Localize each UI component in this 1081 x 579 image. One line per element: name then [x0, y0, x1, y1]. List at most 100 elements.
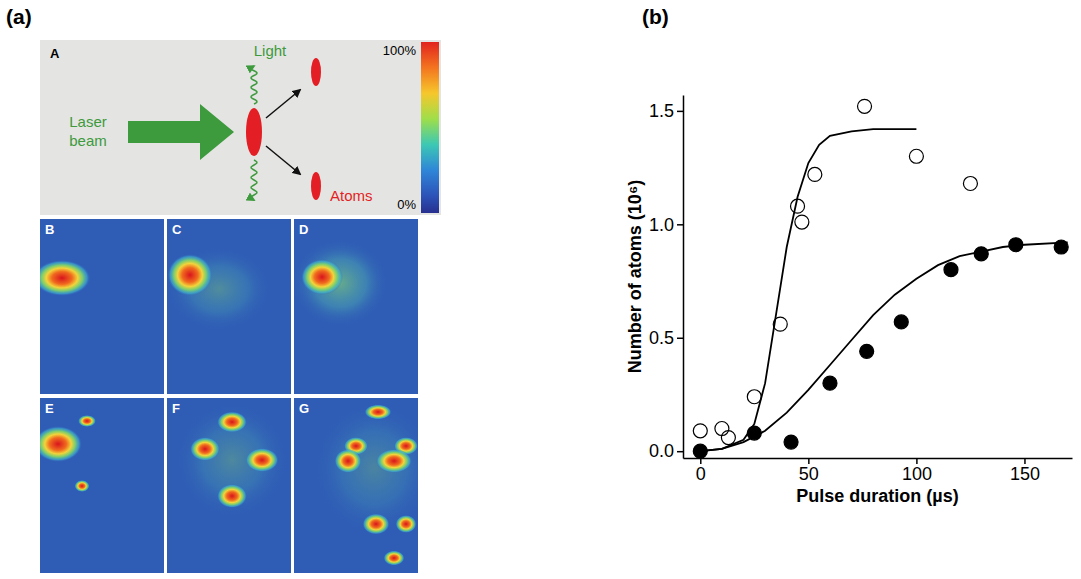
image-background [40, 219, 164, 394]
image-tile [167, 398, 291, 573]
tick-label: 50 [799, 464, 819, 484]
atom-cloud [384, 551, 405, 566]
light-wave [251, 160, 257, 200]
diffuse-cloud [176, 402, 288, 518]
tick-label: 0.5 [649, 328, 674, 348]
filled-point [693, 444, 707, 458]
atom-cloud [40, 426, 82, 462]
open-point [721, 431, 735, 445]
tick: 100 [902, 458, 932, 484]
atom-cloud [246, 108, 262, 156]
tick-label: 150 [1010, 464, 1040, 484]
tick-mark [677, 451, 683, 453]
axis-line [684, 458, 1073, 460]
tick-label: 0.0 [649, 441, 674, 461]
open-point [795, 215, 809, 229]
laser-label: Laserbeam [69, 113, 107, 149]
axis-title: Pulse duration (µs) [796, 486, 958, 506]
tick: 0 [696, 458, 706, 484]
tick-label: 1.5 [649, 101, 674, 121]
atom-cloud [190, 437, 220, 461]
filled-point [1054, 240, 1068, 254]
filled-point [747, 426, 761, 440]
figure: (a) (b) A Laserbeam Light Atoms 100% 0% B C D E F G 0 5… [0, 0, 1081, 579]
atom-cloud [311, 58, 321, 86]
diffuse-cloud [294, 239, 388, 327]
filled-point [1009, 238, 1023, 252]
sub-panel-letter: D [299, 222, 308, 237]
open-point [909, 149, 923, 163]
sub-panel-letter: E [45, 401, 54, 416]
atom-cloud [365, 405, 392, 420]
filled-point [860, 344, 874, 358]
open-point [808, 167, 822, 181]
tick-mark [677, 111, 683, 113]
laser-arrow [128, 104, 234, 160]
image-tile [40, 219, 164, 394]
image-background [167, 219, 291, 394]
y-axis: 0.0 0.5 1.0 1.5 [649, 96, 684, 462]
open-point [858, 99, 872, 113]
atom-cloud [335, 449, 362, 473]
x-axis: 0 50 100 150 [684, 458, 1073, 484]
tick: 50 [799, 458, 819, 484]
atom-cloud [217, 412, 247, 433]
image-tile [294, 219, 418, 394]
sub-panel-letter: F [172, 401, 180, 416]
tick: 1.5 [649, 101, 683, 121]
tick-label: 1.0 [649, 215, 674, 235]
open-point [693, 424, 707, 438]
atom-cloud [396, 515, 417, 533]
color-bar-label: 0% [397, 197, 416, 212]
atom-cloud [376, 449, 412, 473]
tick-mark [677, 338, 683, 340]
open-point [963, 176, 977, 190]
image-tile [40, 398, 164, 573]
image-tile [294, 398, 418, 573]
tick: 150 [1010, 458, 1040, 484]
atom-cloud [78, 415, 96, 427]
diffuse-cloud [314, 402, 418, 534]
sub-panel-letter: C [172, 222, 182, 237]
atom-cloud [217, 484, 247, 508]
diffuse-cloud [167, 247, 271, 331]
open-point [791, 199, 805, 213]
filled-point [944, 263, 958, 277]
filled-point [974, 247, 988, 261]
scatter-arrow [266, 90, 300, 118]
image-background [40, 398, 164, 573]
color-bar-label: 100% [383, 43, 417, 58]
atoms-label: Atoms [330, 187, 373, 204]
image-background [167, 398, 291, 573]
sub-panel-letter: G [299, 401, 309, 416]
atom-cloud [168, 254, 213, 296]
panel-label: (a) [6, 5, 32, 28]
sub-panel-letter: B [45, 222, 54, 237]
light-label: Light [254, 42, 287, 59]
atom-cloud [301, 259, 343, 295]
atom-cloud [246, 448, 279, 472]
tick: 1.0 [649, 215, 683, 235]
filled-point [784, 435, 798, 449]
tick-mark [677, 224, 683, 226]
filled-point [823, 376, 837, 390]
atom-cloud [40, 260, 91, 296]
open-point [773, 317, 787, 331]
axis-line [683, 96, 685, 459]
tick-label: 100 [902, 464, 932, 484]
atom-cloud [363, 514, 390, 535]
color-bar [421, 42, 439, 213]
schematic-background [40, 40, 441, 215]
fit-line [700, 129, 916, 451]
filled-point [894, 315, 908, 329]
tick: 0.5 [649, 328, 683, 348]
atom-cloud [75, 480, 90, 492]
light-wave [251, 66, 257, 104]
plot-area [693, 99, 1068, 458]
scatter-arrow [266, 146, 300, 174]
sub-panel-letter: A [50, 46, 60, 61]
tick: 0.0 [649, 441, 683, 461]
panel-label: (b) [642, 5, 669, 28]
open-point [747, 390, 761, 404]
axis-title: Number of atoms (10⁶) [625, 180, 645, 373]
